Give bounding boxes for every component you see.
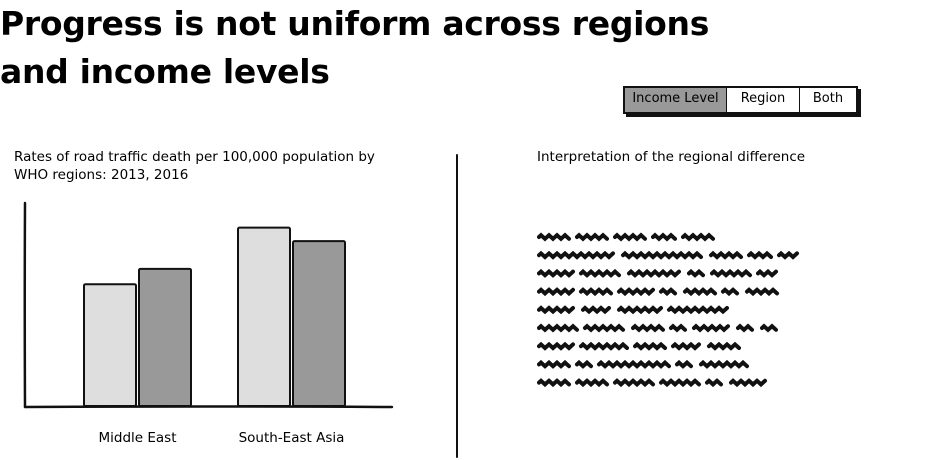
- scribble-word: [683, 235, 713, 239]
- scribble-word: [738, 326, 752, 330]
- x-tick-labels: Middle East South-East Asia: [98, 430, 344, 446]
- bar-chart: Middle East South-East Asia: [0, 195, 420, 460]
- scribble-word: [577, 381, 607, 385]
- scribble-word: [709, 344, 739, 348]
- scribble-word: [629, 272, 679, 276]
- scribble-word: [539, 344, 573, 348]
- scribble-word: [599, 363, 669, 367]
- scribble-word: [758, 272, 776, 276]
- toggle-region[interactable]: Region: [727, 88, 800, 112]
- scribble-word: [673, 344, 699, 348]
- scribble-word: [539, 308, 573, 312]
- scribble-word: [581, 272, 619, 276]
- x-axis: [25, 407, 392, 408]
- scribble-word: [577, 363, 591, 367]
- scribble-word: [585, 326, 623, 330]
- bar-south-east-asia-2013: [238, 228, 290, 406]
- scribble-word: [539, 235, 569, 239]
- scribble-word: [779, 253, 797, 257]
- vertical-divider: [456, 154, 458, 458]
- scribble-word: [635, 344, 665, 348]
- scribble-word: [623, 253, 701, 257]
- bar-south-east-asia-2016: [293, 241, 345, 406]
- scribble-word: [615, 381, 653, 385]
- scribble-word: [619, 290, 653, 294]
- toggle-both[interactable]: Both: [800, 88, 856, 112]
- scribble-word: [712, 272, 750, 276]
- scribble-word: [615, 235, 645, 239]
- scribble-word: [661, 290, 675, 294]
- scribble-word: [701, 363, 747, 367]
- scribble-word: [669, 308, 727, 312]
- bar-middle-east-2013: [84, 284, 136, 406]
- scribble-word: [581, 344, 627, 348]
- scribble-word: [677, 363, 691, 367]
- scribble-word: [762, 326, 776, 330]
- scribble-word: [707, 381, 721, 385]
- scribble-word: [749, 253, 771, 257]
- interpretation-title: Interpretation of the regional differenc…: [537, 148, 805, 166]
- x-tick-label: Middle East: [98, 430, 176, 446]
- scribble-word: [723, 290, 737, 294]
- scribble-word: [671, 326, 685, 330]
- scribble-word: [539, 363, 569, 367]
- scribble-word: [583, 308, 609, 312]
- x-tick-label: South-East Asia: [239, 430, 345, 446]
- chart-bars: [84, 228, 345, 406]
- scribble-word: [731, 381, 765, 385]
- scribble-word: [539, 326, 577, 330]
- view-toggle[interactable]: Income Level Region Both: [623, 86, 858, 114]
- scribble-word: [539, 253, 613, 257]
- page-title: Progress is not uniform across regions a…: [0, 0, 760, 96]
- scribble-word: [685, 290, 715, 294]
- interpretation-scribble-text: [537, 229, 817, 391]
- chart-title: Rates of road traffic death per 100,000 …: [14, 148, 404, 184]
- scribble-word: [539, 381, 569, 385]
- scribble-word: [577, 235, 607, 239]
- scribble-word: [747, 290, 777, 294]
- scribble-word: [539, 272, 573, 276]
- scribble-word: [711, 253, 741, 257]
- scribble-word: [633, 326, 663, 330]
- scribble-word: [689, 272, 703, 276]
- scribble-word: [619, 308, 661, 312]
- bar-middle-east-2016: [139, 269, 191, 406]
- scribble-word: [653, 235, 675, 239]
- toggle-income-level[interactable]: Income Level: [625, 88, 727, 112]
- scribble-word: [694, 326, 728, 330]
- scribble-word: [539, 290, 573, 294]
- scribble-word: [581, 290, 611, 294]
- scribble-word: [661, 381, 699, 385]
